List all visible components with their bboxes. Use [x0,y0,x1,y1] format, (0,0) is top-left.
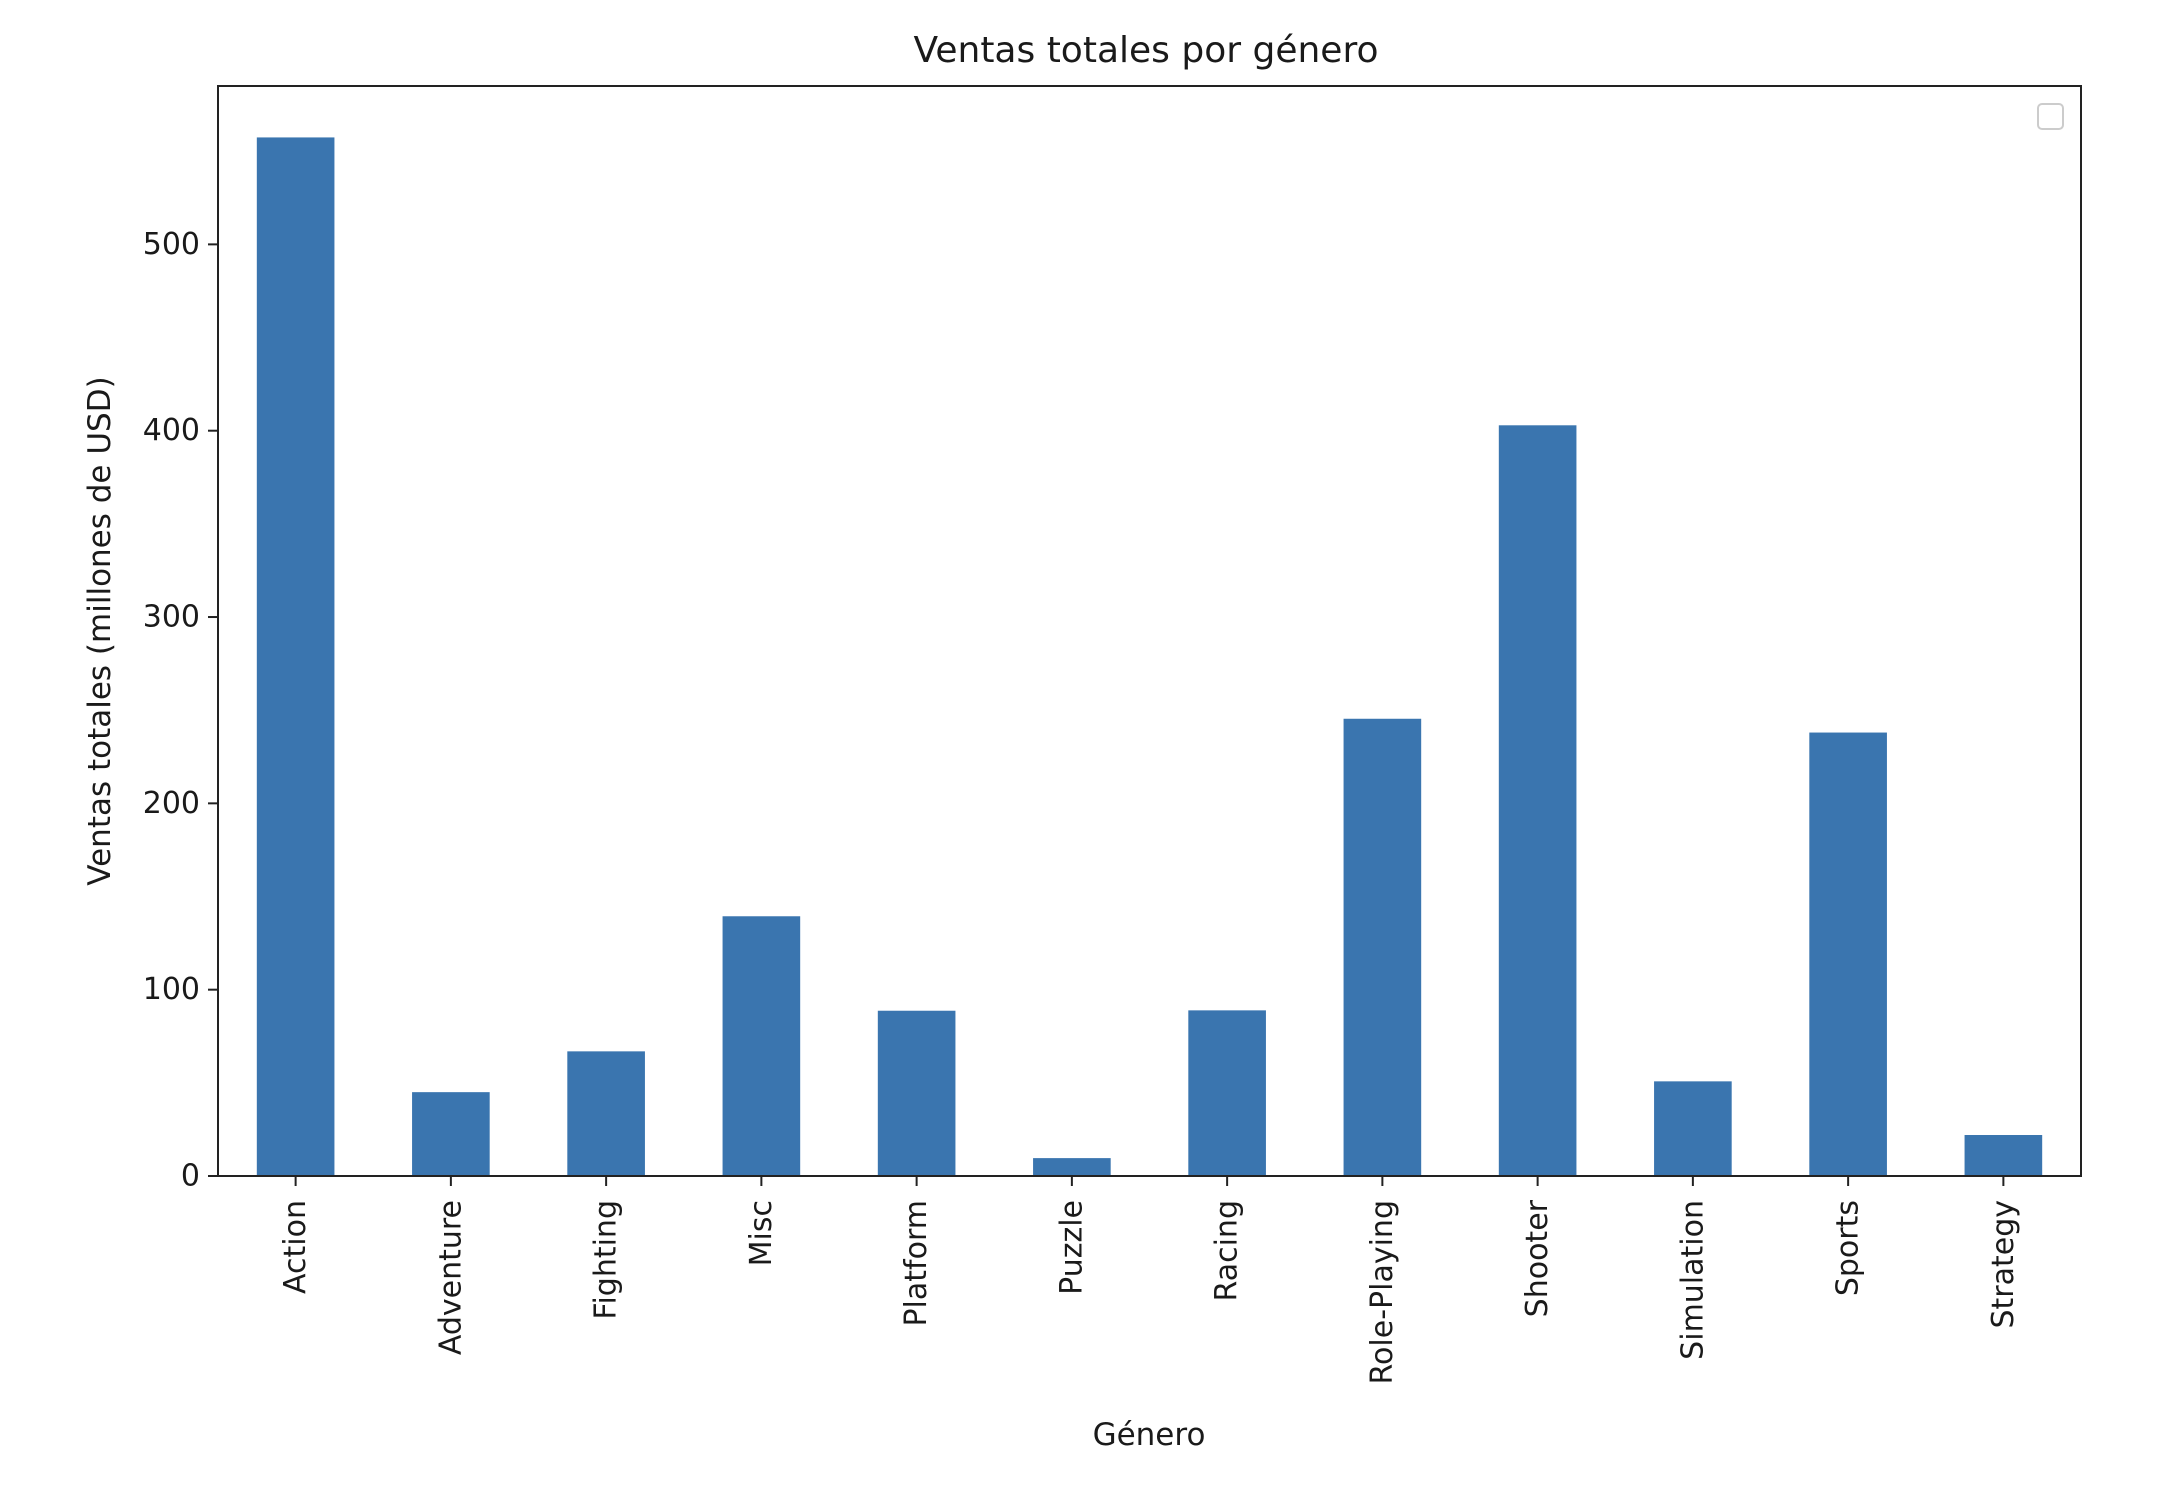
y-axis-ticks: 0 100 200 300 400 500 [143,227,218,1194]
x-axis-label: Género [1093,1417,1206,1453]
bar-racing [1188,1010,1266,1176]
legend-box [2037,103,2064,130]
x-tick-label-misc: Misc [744,1200,779,1266]
bar-sports [1809,732,1887,1176]
bar-fighting [567,1051,645,1176]
x-axis-ticks: Action Adventure Fighting Misc Platform Puzzl… [278,1176,2021,1384]
y-axis-label: Ventas totales (millones de USD) [82,376,118,885]
bar-misc [722,916,801,1176]
x-tick-label-role-playing: Role-Playing [1365,1200,1400,1384]
x-tick-label-sports: Sports [1831,1200,1866,1296]
bar-shooter [1498,425,1577,1176]
bar-puzzle [1033,1158,1111,1176]
bar-platform [877,1010,956,1176]
x-tick-label-racing: Racing [1210,1200,1245,1301]
x-tick-label-action: Action [278,1200,313,1294]
bar-simulation [1654,1081,1732,1176]
x-tick-label-platform: Platform [899,1200,934,1327]
bar-strategy [1964,1135,2043,1176]
x-tick-label-fighting: Fighting [589,1200,624,1320]
x-tick-label-shooter: Shooter [1520,1199,1555,1317]
y-tick-label-400: 400 [143,413,200,448]
x-tick-label-adventure: Adventure [433,1200,468,1355]
y-tick-label-500: 500 [143,227,200,262]
chart-title: Ventas totales por género [914,30,1379,71]
x-tick-label-puzzle: Puzzle [1054,1200,1089,1295]
x-tick-label-strategy: Strategy [1986,1200,2021,1329]
y-tick-label-100: 100 [143,972,200,1007]
y-tick-label-300: 300 [143,600,200,635]
y-tick-label-0: 0 [181,1159,200,1194]
bars-group [256,137,2043,1176]
bar-action [256,137,335,1176]
y-tick-label-200: 200 [143,786,200,821]
bar-adventure [412,1092,490,1176]
plot-area-frame [217,85,2082,1177]
x-tick-label-simulation: Simulation [1675,1200,1710,1360]
bar-role-playing [1343,718,1422,1176]
